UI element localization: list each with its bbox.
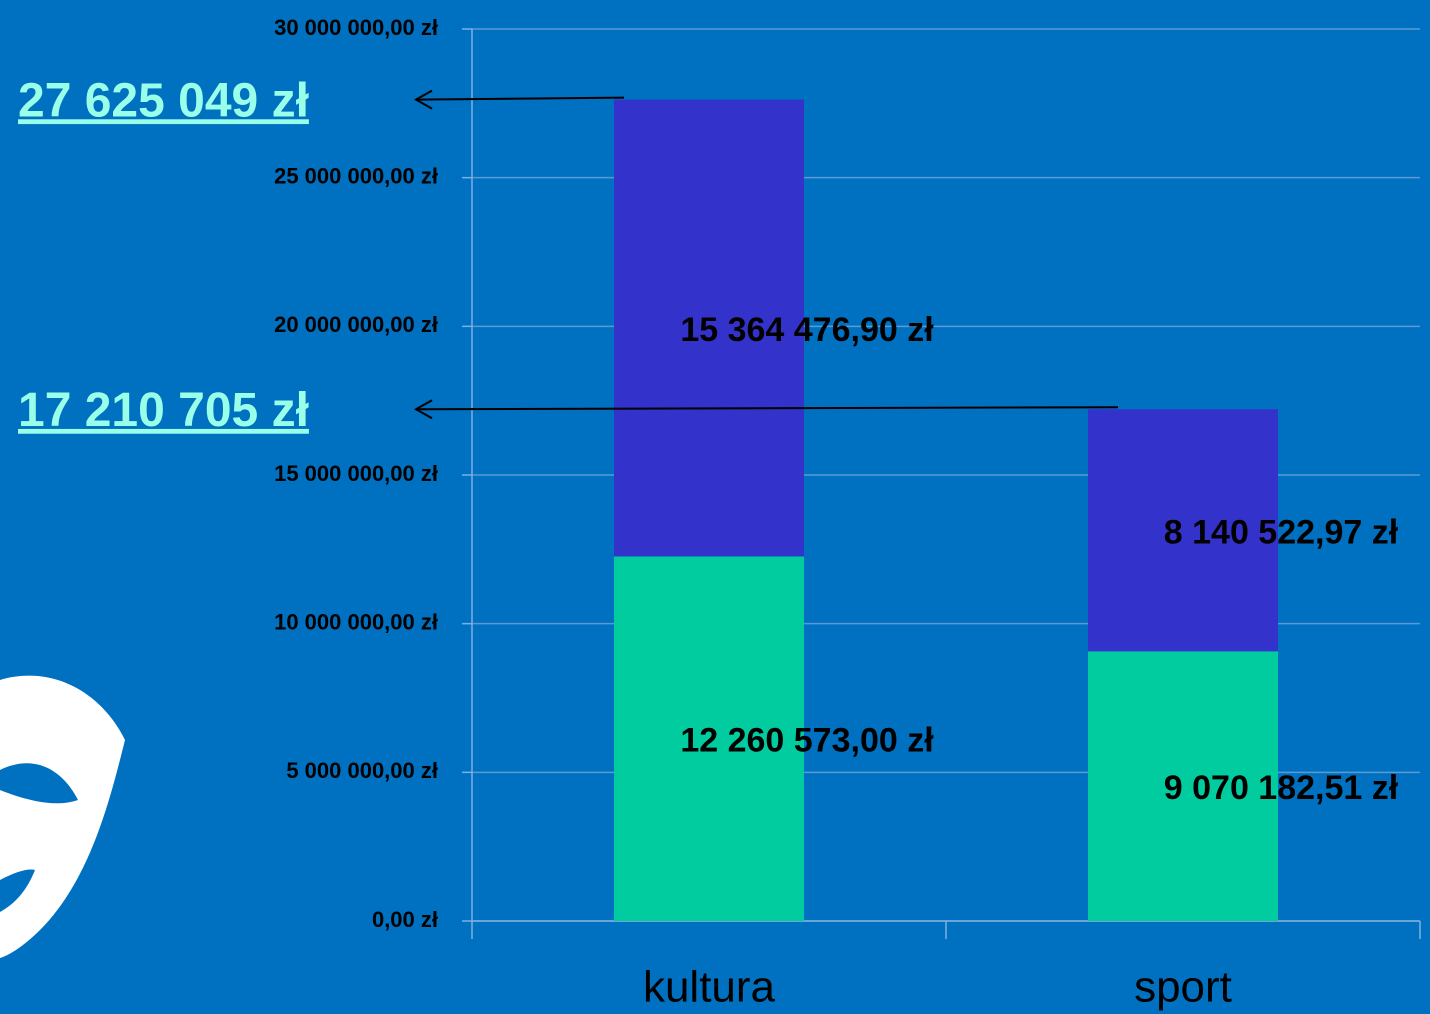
y-tick-label: 5 000 000,00 zł — [286, 758, 438, 783]
bar-segment — [1088, 409, 1278, 652]
mask-icon — [0, 675, 125, 958]
y-tick-label: 10 000 000,00 zł — [274, 609, 438, 634]
mask-mouth — [0, 869, 35, 912]
value-label: 9 070 182,51 zł — [1164, 769, 1399, 807]
bar-segment — [1088, 651, 1278, 921]
y-tick-label: 25 000 000,00 zł — [274, 163, 438, 188]
annotation-arrow — [415, 406, 1119, 411]
x-tick-label: kultura — [643, 963, 776, 1012]
arrow-head — [413, 89, 433, 110]
annotation: 27 625 049 zł — [18, 74, 309, 127]
y-tick-label: 20 000 000,00 zł — [274, 312, 438, 337]
value-label: 15 364 476,90 zł — [680, 311, 934, 349]
annotation: 17 210 705 zł — [18, 384, 309, 437]
x-tick-label: sport — [1134, 963, 1232, 1012]
bar-segment — [614, 556, 804, 921]
mask-eye — [0, 763, 78, 804]
arrow-head — [413, 399, 433, 420]
y-tick-label: 15 000 000,00 zł — [274, 461, 438, 486]
annotation-arrow — [415, 96, 625, 101]
bar-segment — [614, 99, 804, 557]
value-label: 8 140 522,97 zł — [1164, 513, 1399, 551]
value-label: 12 260 573,00 zł — [680, 722, 934, 760]
y-tick-label: 0,00 zł — [372, 907, 438, 932]
y-tick-label: 30 000 000,00 zł — [274, 15, 438, 40]
